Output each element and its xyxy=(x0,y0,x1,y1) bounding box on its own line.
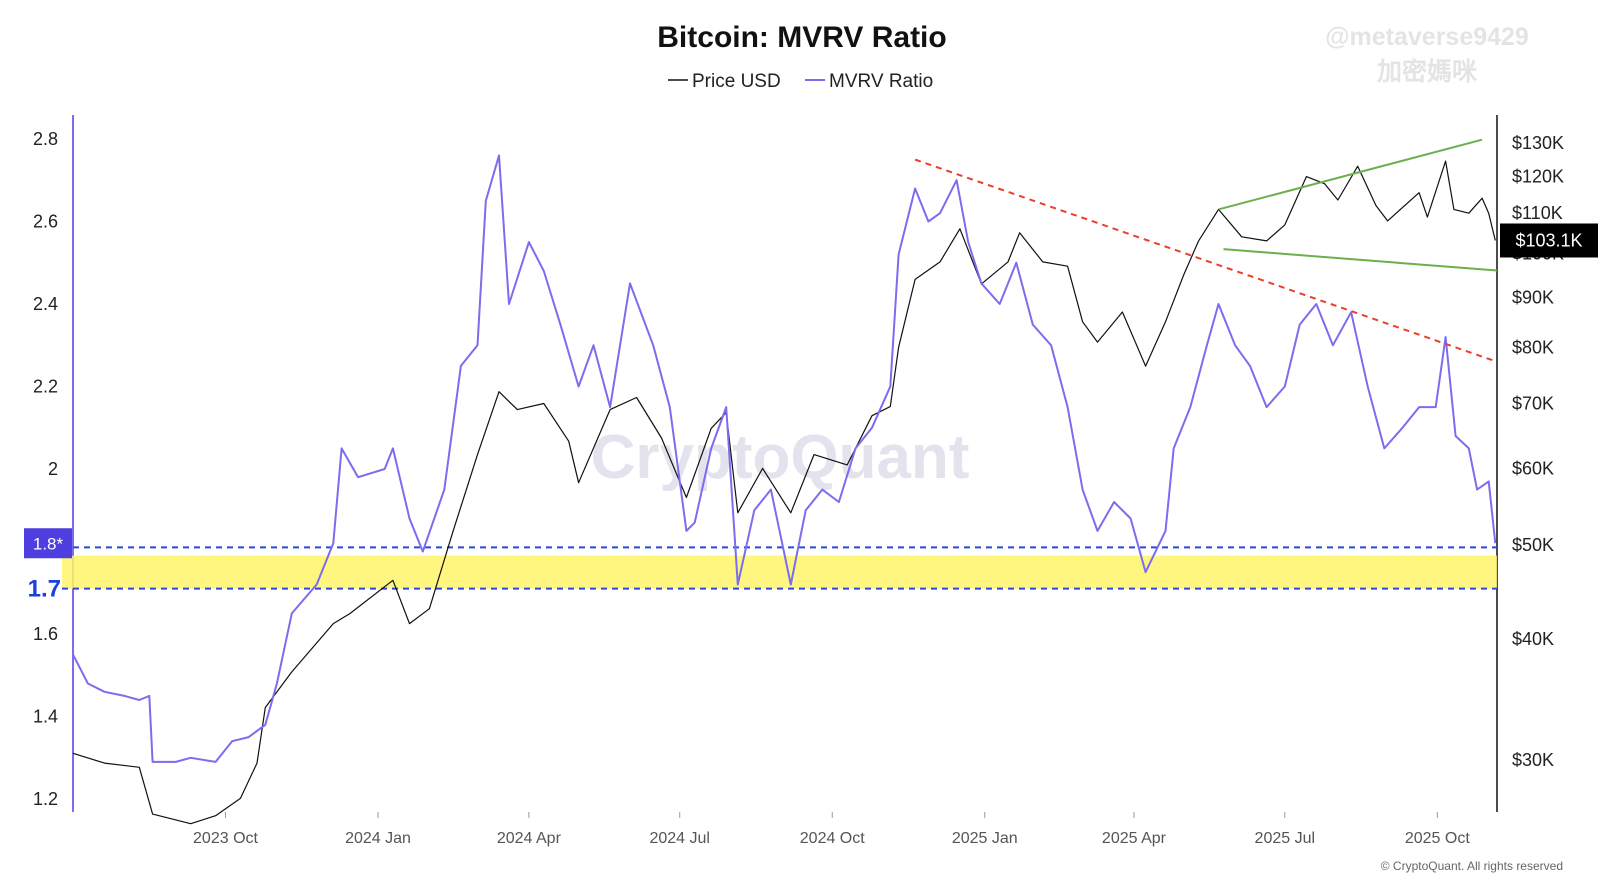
x-tick-label: 2024 Jul xyxy=(649,830,710,847)
right-tick-label: $50K xyxy=(1512,535,1554,555)
support-band xyxy=(62,546,1497,590)
mvrv-current-badge: 1.8* xyxy=(24,528,72,559)
legend-mvrv-label[interactable]: MVRV Ratio xyxy=(829,71,933,92)
mvrv-ratio-line xyxy=(72,154,1497,763)
left-tick-label: 2.4 xyxy=(33,294,58,314)
left-tick-label: 2 xyxy=(48,459,58,479)
channel-lower-line xyxy=(1223,248,1498,272)
legend[interactable]: Price USD MVRV Ratio xyxy=(668,71,933,92)
chart-title: Bitcoin: MVRV Ratio xyxy=(657,21,946,54)
price-badge-value: $103.1K xyxy=(1515,230,1582,250)
resistance-trendline xyxy=(914,158,1498,363)
x-tick-label: 2024 Apr xyxy=(497,830,562,847)
copyright-text: © CryptoQuant. All rights reserved xyxy=(1381,859,1563,873)
highlight-band xyxy=(62,555,1497,589)
legend-price-label[interactable]: Price USD xyxy=(692,71,781,92)
right-tick-label: $110K xyxy=(1512,203,1563,223)
trend-lines xyxy=(914,138,1498,363)
price-current-badge: $103.1K xyxy=(1500,223,1598,258)
cryptoquant-watermark: CryptoQuant xyxy=(591,423,970,492)
left-tick-label: 2.8 xyxy=(33,129,58,149)
series-lines xyxy=(72,154,1497,825)
band-value-label: 1.7 xyxy=(28,576,61,603)
right-tick-label: $30K xyxy=(1512,750,1554,770)
left-tick-label: 1.4 xyxy=(33,707,58,727)
right-tick-label: $80K xyxy=(1512,337,1554,357)
left-tick-label: 1.2 xyxy=(33,789,58,809)
x-tick-label: 2025 Jul xyxy=(1255,830,1316,847)
right-tick-label: $130K xyxy=(1512,133,1564,153)
author-handle-cjk: 加密媽咪 xyxy=(1376,57,1477,86)
left-tick-label: 2.2 xyxy=(33,377,58,397)
right-tick-label: $70K xyxy=(1512,394,1554,414)
right-tick-label: $90K xyxy=(1512,288,1554,308)
right-tick-label: $120K xyxy=(1512,167,1564,187)
x-axis-ticks: 2023 Oct 2024 Jan 2024 Apr 2024 Jul 2024 Oct… xyxy=(193,812,1470,847)
left-axis-ticks: 2.82.62.42.221.81.61.41.2 xyxy=(33,129,58,809)
author-handle: @metaverse9429 xyxy=(1325,23,1529,51)
left-tick-label: 2.6 xyxy=(33,212,58,232)
right-tick-label: $40K xyxy=(1512,629,1554,649)
x-tick-label: 2023 Oct xyxy=(193,830,258,847)
price-badge-bg xyxy=(1500,223,1598,258)
x-tick-label: 2025 Apr xyxy=(1102,830,1167,847)
price-usd-line xyxy=(72,160,1496,825)
x-tick-label: 2024 Jan xyxy=(345,830,411,847)
band-label-1-7: 1.7 xyxy=(28,576,61,603)
x-tick-label: 2024 Oct xyxy=(800,830,865,847)
mvrv-badge-value: 1.8* xyxy=(33,534,64,553)
left-tick-label: 1.6 xyxy=(33,624,58,644)
x-tick-label: 2025 Jan xyxy=(952,830,1018,847)
right-tick-label: $60K xyxy=(1512,458,1554,478)
mvrv-badge-bg xyxy=(24,528,72,559)
x-tick-label: 2025 Oct xyxy=(1405,830,1470,847)
channel-upper-line xyxy=(1218,138,1483,211)
